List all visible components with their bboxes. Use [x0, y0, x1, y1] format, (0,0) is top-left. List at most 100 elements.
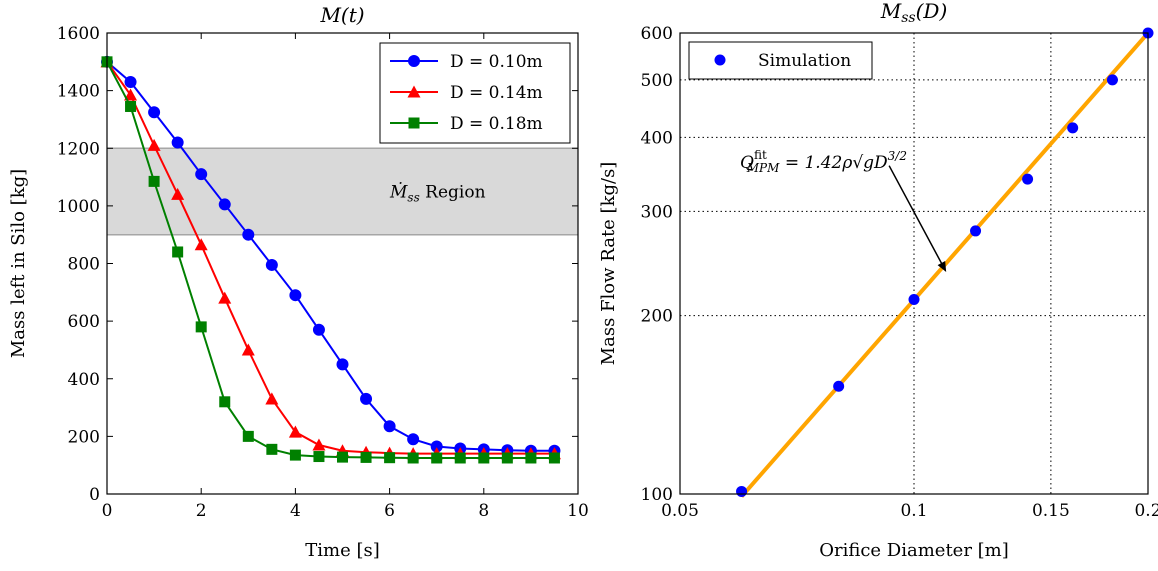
annot-rest: = 1.42ρ√gD — [779, 153, 888, 173]
left-series-1-point — [171, 187, 185, 200]
left-legend-marker-0 — [408, 55, 420, 67]
left-legend-marker-1 — [407, 85, 421, 98]
left-x-tick-label: 10 — [567, 501, 589, 521]
right-point — [833, 380, 845, 392]
left-series-2-point — [172, 246, 184, 258]
left-series-2-point — [384, 452, 396, 464]
left-series-2-point — [407, 452, 419, 464]
left-series-2-point — [289, 449, 301, 461]
left-ticks: 0 2 4 6 8 10 0 200 400 600 800 1000 1200 1400 1600 — [57, 24, 589, 521]
right-legend-marker — [714, 54, 726, 66]
annot-main: Q — [740, 153, 754, 173]
left-series-2-point — [478, 452, 490, 464]
left-series-0-point — [360, 392, 373, 405]
annot-sub: MPM — [746, 161, 780, 175]
right-chart-title: Mss(D) — [880, 0, 948, 26]
left-series-2-point — [501, 452, 513, 464]
left-x-tick-label: 6 — [384, 501, 395, 521]
left-chart: Ṁss Region 0 2 4 6 8 10 0 200 400 600 800 1000 1200 1… — [8, 3, 589, 561]
left-series-1-point — [288, 425, 302, 438]
left-series-2-point — [125, 100, 137, 112]
left-x-axis-label: Time [s] — [305, 540, 380, 561]
left-plot-frame — [106, 32, 579, 495]
fit-annotation-arrowhead — [937, 261, 947, 272]
left-y-tick-label: 0 — [89, 485, 100, 505]
left-y-tick-label: 200 — [68, 427, 100, 447]
right-y-tick-label: 400 — [641, 128, 673, 148]
left-chart-title: M(t) — [319, 3, 364, 27]
right-title-sub: ss — [901, 10, 915, 26]
left-series-2-point — [337, 451, 348, 463]
right-ticks: 0.05 0.1 0.15 0.2 100 200 300 400 500 600 — [641, 24, 1158, 521]
left-series-0-point — [407, 433, 420, 446]
left-series-group — [100, 55, 561, 464]
left-series-1-point — [241, 343, 255, 356]
left-series-2-point — [548, 452, 560, 464]
right-x-tick-label: 0.15 — [1032, 501, 1070, 521]
left-series-2-point — [219, 396, 231, 408]
left-series-0-point — [171, 136, 184, 149]
left-series-2-point — [454, 452, 466, 464]
left-legend-label-2: D = 0.18m — [450, 114, 543, 134]
right-legend-label: Simulation — [758, 51, 851, 71]
ss-region-label-symbol: Ṁ — [389, 181, 408, 202]
right-x-tick-label: 0.2 — [1134, 501, 1158, 521]
right-legend: Simulation — [688, 41, 873, 80]
left-series-0-point — [148, 106, 161, 119]
left-y-tick-label: 800 — [68, 255, 100, 275]
left-series-2-point — [525, 452, 537, 464]
ss-region-label: Ṁss Region — [389, 181, 486, 204]
left-series-0-point — [265, 258, 278, 271]
left-series-0-point — [242, 228, 255, 241]
left-x-tick-label: 0 — [102, 501, 113, 521]
ss-region-label-suffix: Region — [420, 182, 486, 202]
right-y-tick-label: 600 — [641, 24, 673, 44]
left-series-2-point — [266, 443, 278, 455]
ss-region-label-subscript: ss — [407, 190, 419, 204]
left-legend-marker-2 — [408, 117, 420, 129]
right-y-tick-label: 500 — [641, 71, 673, 91]
left-series-2-point — [195, 321, 207, 333]
left-series-2-point — [148, 175, 160, 187]
left-series-0-point — [383, 420, 396, 433]
right-point — [908, 293, 920, 305]
left-series-0-point — [218, 198, 231, 211]
left-series-0-point — [124, 75, 137, 88]
left-y-tick-label: 1400 — [57, 82, 100, 102]
left-series-1-point — [124, 88, 138, 101]
left-y-tick-label: 600 — [68, 312, 100, 332]
ss-region-band — [107, 148, 578, 235]
right-x-axis-label: Orifice Diameter [m] — [819, 540, 1009, 561]
left-y-tick-label: 400 — [68, 370, 100, 390]
left-series-1-point — [194, 238, 208, 251]
left-series-1-point — [265, 392, 279, 405]
left-series-2-point — [360, 451, 372, 463]
left-series-2-point — [242, 430, 254, 442]
left-series-0-point — [336, 358, 349, 371]
left-series-1-point — [147, 138, 161, 151]
fit-annotation: Qfit MPM = 1.42ρ√gD3/2 — [740, 148, 947, 272]
annot-exp: 3/2 — [888, 149, 907, 163]
left-series-2-point — [313, 451, 325, 463]
left-y-tick-label: 1600 — [57, 24, 100, 44]
left-x-tick-label: 4 — [290, 501, 301, 521]
right-y-axis-label: Mass Flow Rate [kg/s] — [598, 162, 619, 366]
right-x-tick-label: 0.1 — [900, 501, 927, 521]
left-series-0-point — [289, 289, 302, 302]
left-x-tick-label: 8 — [478, 501, 489, 521]
left-y-tick-label: 1200 — [57, 139, 100, 159]
right-plot-frame — [679, 32, 1149, 495]
right-y-tick-label: 300 — [641, 202, 673, 222]
right-point — [736, 485, 748, 497]
left-legend-label-0: D = 0.10m — [450, 52, 543, 72]
right-point — [1022, 173, 1034, 185]
fit-annotation-arrow — [888, 165, 944, 266]
left-series-0-point — [312, 323, 325, 336]
right-y-tick-label: 100 — [641, 485, 673, 505]
left-legend-label-1: D = 0.14m — [450, 83, 543, 103]
right-title-rest: (D) — [916, 0, 948, 23]
right-y-tick-label: 200 — [641, 307, 673, 327]
right-point — [1106, 74, 1118, 86]
